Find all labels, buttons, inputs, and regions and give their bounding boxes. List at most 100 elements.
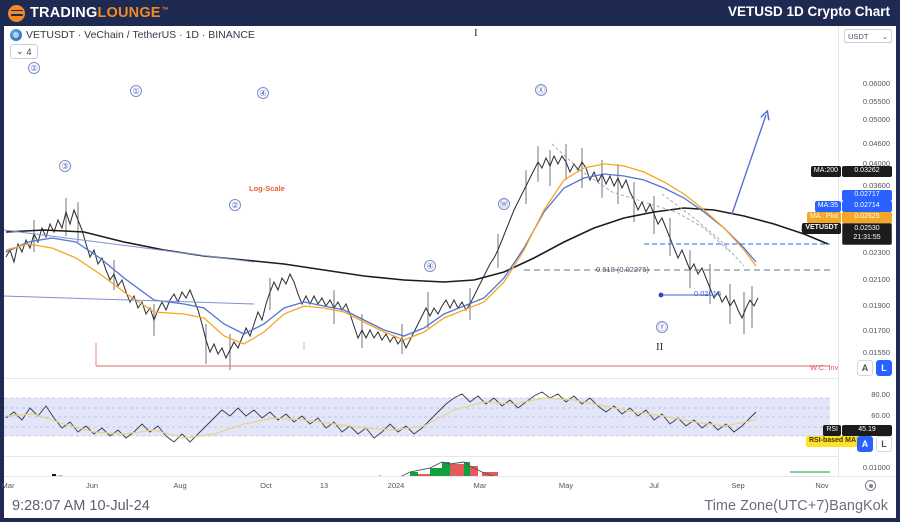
wave-label-4b: ④ (424, 260, 436, 272)
symbol-legend[interactable]: VETUSDT · VeChain / TetherUS · 1D · BINA… (10, 29, 255, 41)
rsi-line (5, 391, 757, 443)
rsi-band (4, 398, 830, 436)
price-series-line (5, 154, 759, 360)
price-pane[interactable]: ② ④ ③ ① ② ③ ⑤ Ⓧ Ⓦ ④ Ⓨ I II Log-Scale Bul… (3, 27, 838, 370)
axis-tick-5: 0.03600 (862, 181, 890, 190)
rsi-ma-badge-label: RSI-based MA (805, 436, 859, 447)
ma200-badge-value: 0.03262 (842, 166, 892, 177)
axis-tick-2: 0.05000 (862, 115, 890, 124)
log-scale-toggle-rsi[interactable]: L (876, 436, 892, 452)
chevron-down-icon: ⌄ (16, 46, 24, 56)
projection-arrow (731, 115, 766, 215)
brand-header: TRADING LOUNGE ™ VETUSD 1D Crypto Chart (0, 0, 900, 26)
wc-invalid-label: W.C. Invalid (810, 363, 851, 372)
page-title: VETUSD 1D Crypto Chart (727, 4, 890, 19)
rsi-pane[interactable] (4, 384, 838, 460)
tradinglounge-logo-icon (8, 4, 25, 22)
wave-label-w: Ⓦ (498, 198, 510, 210)
last-price-badge-value: 0.02530 21:31:55 (842, 223, 892, 245)
timezone-clock-icon[interactable] (865, 480, 876, 491)
maplot-badge-value: 0.02625 (842, 212, 892, 223)
axis-tick-8: 0.01900 (862, 301, 890, 310)
price-scale-toggles[interactable]: A L (857, 360, 892, 376)
rsi-chart-svg (4, 391, 830, 443)
fib-level-label: 0.618 (0.02276) (596, 265, 649, 274)
rsi-badge-value: 45.19 (842, 425, 892, 436)
low-price-note: 0.02016 (694, 289, 722, 298)
axis-tick-7: 0.02100 (862, 275, 890, 284)
symbol-label: VETUSDT · VeChain / TetherUS · 1D · BINA… (26, 29, 255, 41)
log-scale-toggle-price[interactable]: L (876, 360, 892, 376)
axis-tick-4: 0.04000 (862, 159, 890, 168)
time-tick-10: Nov (815, 481, 829, 490)
time-tick-4: 13 (319, 481, 329, 490)
brand-name-part2: LOUNGE (97, 5, 161, 21)
vechain-coin-icon (10, 29, 22, 41)
last-price-badge-label: VETUSDT (802, 223, 841, 234)
osc-tick-0: 0.01000 (862, 463, 890, 472)
pane-divider-rsi (4, 378, 896, 379)
last-price-value: 0.02530 (854, 225, 880, 232)
auto-scale-toggle-rsi[interactable]: A (857, 436, 873, 452)
wave-label-x: Ⓧ (535, 84, 547, 96)
interval-chip[interactable]: ⌄ 4 (10, 44, 38, 59)
wave-label-2b: ② (229, 199, 241, 211)
axis-tick-3: 0.04600 (862, 139, 890, 148)
timestamp-label: 9:28:07 AM 10-Jul-24 (12, 498, 150, 514)
unit-label: USDT (848, 31, 869, 41)
time-tick-0: Mar (1, 481, 15, 490)
time-tick-2: Aug (173, 481, 187, 490)
time-tick-1: Jun (85, 481, 99, 490)
channel-dashed-lower (661, 193, 745, 267)
price-axis[interactable]: USDT ⌄ 0.06000 0.05500 0.05000 0.04600 0… (801, 26, 896, 499)
bullish-level-badge: 0.02717 (842, 190, 892, 201)
axis-tick-1: 0.05500 (862, 97, 890, 106)
wc-invalid-svg (95, 342, 830, 367)
unit-selector[interactable]: USDT ⌄ (844, 29, 892, 43)
chip-value: 4 (26, 46, 32, 57)
timezone-label: Time Zone(UTC+7)BangKok (704, 498, 888, 514)
time-tick-8: Jul (649, 481, 659, 490)
ma35-badge-label: MA:35 (814, 201, 841, 212)
rsi-badge-label: RSI (823, 425, 841, 436)
ma200-line (5, 207, 829, 283)
wave-label-1: ① (130, 85, 142, 97)
price-chart-svg (3, 52, 830, 370)
footer-bar: 9:28:07 AM 10-Jul-24 Time Zone(UTC+7)Ban… (4, 494, 896, 518)
ma35-line (5, 173, 757, 337)
countdown-timer: 21:31:55 (853, 233, 881, 241)
wave-label-y: Ⓨ (656, 321, 668, 333)
chevron-down-icon: ⌄ (881, 31, 888, 41)
rsi-tick-80: 80.00 (871, 390, 890, 399)
time-axis[interactable]: Mar Jun Aug Oct 13 2024 Mar May Jul Sep … (1, 476, 896, 494)
time-tick-5: 2024 (387, 481, 405, 490)
channel-dashed-upper (551, 143, 731, 253)
time-tick-6: Mar (473, 481, 487, 490)
axis-tick-6: 0.02300 (862, 248, 890, 257)
auto-scale-toggle-price[interactable]: A (857, 360, 873, 376)
rsi-tick-60: 60.00 (871, 411, 890, 420)
ma-plot-line (5, 163, 757, 345)
wave-label-2a: ② (28, 62, 40, 74)
price-wicks (33, 144, 753, 370)
axis-tick-9: 0.01700 (862, 326, 890, 335)
low-marker-point (658, 292, 664, 298)
axis-tick-10: 0.01550 (862, 348, 890, 357)
maplot-badge-label: MA : Plot (806, 212, 841, 223)
wave-label-3a: ③ (59, 160, 71, 172)
trendline-upper (3, 229, 255, 263)
chart-board: VETUSDT · VeChain / TetherUS · 1D · BINA… (1, 26, 896, 499)
rsi-ma-line (5, 397, 757, 439)
ma35-badge-value: 0.02714 (842, 201, 892, 212)
rsi-scale-toggles[interactable]: A L (857, 436, 892, 452)
time-tick-3: Oct (260, 481, 272, 490)
brand-name-part1: TRADING (30, 5, 98, 21)
log-scale-note: Log-Scale (249, 184, 285, 193)
wave-label-4a: ④ (257, 87, 269, 99)
trademark-symbol: ™ (161, 7, 169, 14)
ma200-badge-label: MA:200 (810, 166, 841, 177)
roman-label-I: I (474, 27, 478, 39)
trendline-lower (3, 295, 255, 305)
roman-label-II: II (656, 341, 664, 353)
